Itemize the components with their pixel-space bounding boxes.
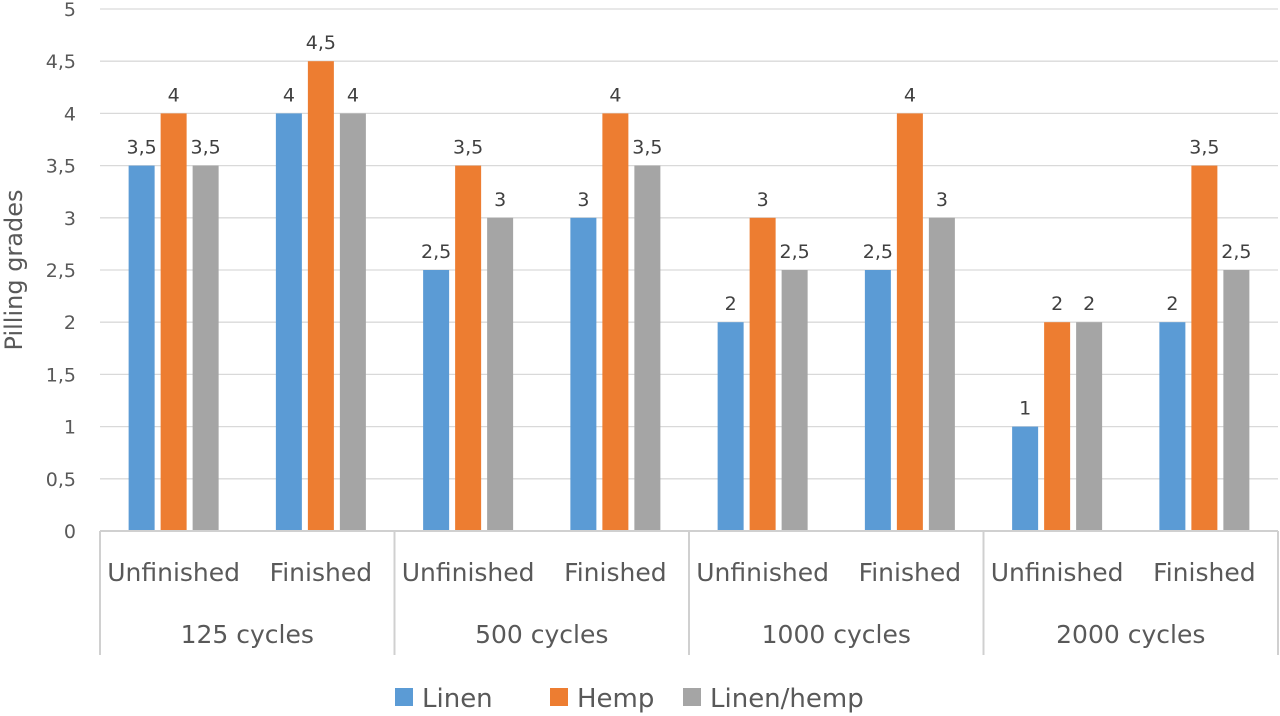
x-group-label: 1000 cycles (762, 620, 911, 649)
data-labels: 3,5 4 2,5 3 2 2,5 1 2 4 4,5 3,5 4 3 4 2 3,5 3,5 4 3 3,5 2,5 3… (127, 32, 1252, 419)
data-label: 4 (609, 84, 621, 106)
data-label: 4 (347, 84, 359, 106)
bar-linen-hemp (339, 113, 366, 532)
data-label: 2 (1051, 293, 1063, 315)
bar-linen-hemp (1223, 270, 1250, 531)
data-label: 2 (725, 293, 737, 315)
y-axis-label: Pilling grades (0, 189, 28, 350)
x-subcategory-label: Finished (859, 558, 961, 587)
y-tick-label: 2,5 (46, 260, 76, 282)
y-tick-label: 1 (64, 417, 76, 439)
legend-label: Linen/hemp (710, 684, 864, 714)
legend-swatch (550, 688, 568, 706)
x-subcategory-label: Unfinished (107, 558, 240, 587)
data-label: 3,5 (632, 137, 662, 159)
data-label: 2,5 (780, 241, 810, 263)
data-label: 1 (1019, 398, 1031, 420)
legend-item: Linen (395, 684, 493, 714)
x-axis: Unfinished Finished Unfinished Finished Unfi… (99, 530, 1279, 655)
data-label: 2,5 (421, 241, 451, 263)
y-tick-label: 3 (64, 208, 76, 230)
bar-linen-hemp (781, 270, 808, 531)
bar-hemp (1044, 322, 1071, 531)
x-subcategory-label: Finished (1153, 558, 1255, 587)
y-axis-ticks: 0 0,5 1 1,5 2 2,5 3 3,5 4 4,5 5 (46, 0, 76, 543)
data-label: 3,5 (191, 137, 221, 159)
data-label: 4 (168, 84, 180, 106)
bar-linen (1012, 426, 1039, 531)
bar-linen-hemp (634, 165, 661, 531)
data-label: 2 (1166, 293, 1178, 315)
data-label: 3 (757, 189, 769, 211)
bar-hemp (749, 217, 776, 532)
data-label: 2,5 (1221, 241, 1251, 263)
data-label: 3 (936, 189, 948, 211)
bars (128, 61, 1250, 532)
bar-linen (864, 270, 891, 531)
x-subcategory-label: Unfinished (991, 558, 1124, 587)
bar-hemp (896, 113, 923, 532)
bar-linen-hemp (487, 217, 514, 532)
y-tick-label: 2 (64, 312, 76, 334)
bar-linen-hemp (192, 165, 219, 531)
data-label: 3 (494, 189, 506, 211)
bar-linen (423, 270, 450, 531)
y-tick-label: 4 (64, 103, 76, 125)
bar-linen (570, 217, 597, 532)
legend-swatch (395, 688, 413, 706)
y-tick-label: 3,5 (46, 156, 76, 178)
legend-item: Hemp (550, 684, 654, 714)
legend-label: Linen (422, 684, 493, 714)
x-group-label: 2000 cycles (1056, 620, 1205, 649)
data-label: 4 (283, 84, 295, 106)
y-tick-label: 4,5 (46, 51, 76, 73)
y-tick-label: 0,5 (46, 469, 76, 491)
data-label: 3,5 (1189, 137, 1219, 159)
bar-hemp (602, 113, 629, 532)
data-label: 4,5 (306, 32, 336, 54)
bar-linen (275, 113, 302, 532)
legend-label: Hemp (577, 684, 654, 714)
y-tick-label: 1,5 (46, 364, 76, 386)
data-label: 2,5 (863, 241, 893, 263)
legend-item: Linen/hemp (683, 684, 864, 714)
bar-linen (1159, 322, 1186, 531)
data-label: 4 (904, 84, 916, 106)
data-label: 3,5 (127, 137, 157, 159)
legend: Linen Hemp Linen/hemp (395, 684, 864, 714)
data-label: 3 (577, 189, 589, 211)
bar-hemp (160, 113, 187, 532)
bar-hemp (1191, 165, 1218, 531)
x-subcategory-label: Unfinished (696, 558, 829, 587)
y-tick-label: 5 (64, 0, 76, 21)
x-subcategory-label: Finished (270, 558, 372, 587)
x-group-label: 125 cycles (181, 620, 314, 649)
bar-linen-hemp (928, 217, 955, 532)
legend-swatch (683, 688, 701, 706)
bar-linen (717, 322, 744, 531)
x-subcategory-label: Unfinished (402, 558, 535, 587)
bar-linen (128, 165, 155, 531)
y-tick-label: 0 (64, 521, 76, 543)
bar-hemp (455, 165, 482, 531)
data-label: 2 (1083, 293, 1095, 315)
x-subcategory-label: Finished (564, 558, 666, 587)
bar-linen-hemp (1076, 322, 1103, 531)
x-group-label: 500 cycles (475, 620, 608, 649)
data-label: 3,5 (453, 137, 483, 159)
bar-hemp (307, 61, 334, 531)
